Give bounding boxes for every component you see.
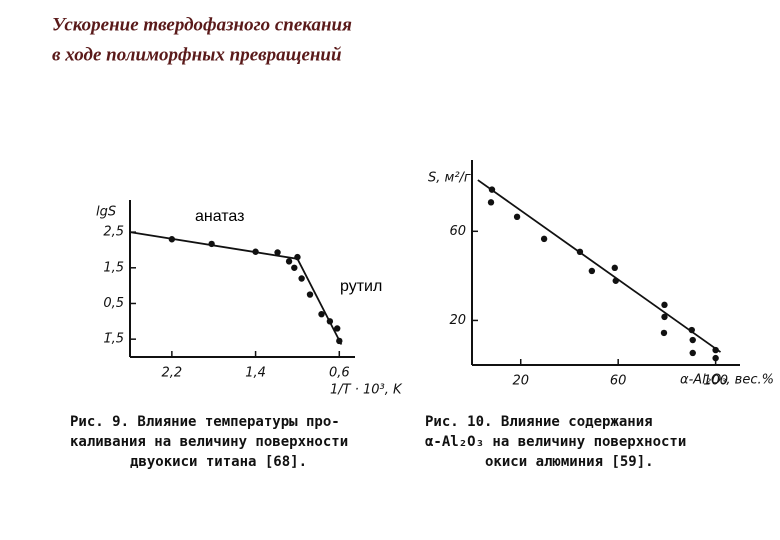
- fit-line: [129, 231, 343, 345]
- data-point: [326, 318, 334, 325]
- data-point: [487, 199, 495, 206]
- y-tick-label: 20: [449, 313, 466, 328]
- title-line: в ходе полиморфных превращений: [52, 44, 342, 65]
- data-point: [660, 329, 668, 337]
- y-axis-label: S, м²/г: [428, 171, 471, 186]
- caption-line: окиси алюминия [59].: [485, 454, 654, 470]
- data-point: [712, 354, 719, 362]
- fit-line: [477, 179, 722, 353]
- data-point: [576, 248, 584, 256]
- data-point: [294, 253, 301, 261]
- data-point: [689, 336, 696, 344]
- y-tick-label: 1̄,5: [103, 332, 124, 347]
- x-tick-label: 100: [703, 374, 728, 389]
- caption-line: Рис. 9. Влияние температуры про-: [70, 414, 340, 430]
- y-tick-label: 60: [449, 224, 466, 239]
- data-point: [611, 264, 618, 272]
- data-point: [712, 346, 719, 354]
- x-tick-label: 0,6: [329, 366, 350, 381]
- data-point: [588, 267, 596, 275]
- data-point: [612, 277, 619, 284]
- caption-line: α-Al₂O₃ на величину поверхности: [425, 434, 686, 450]
- data-point: [274, 249, 281, 256]
- data-point: [513, 213, 521, 221]
- x-tick-label: 1,4: [245, 366, 266, 381]
- data-point: [291, 264, 298, 271]
- annotation: рутил: [340, 278, 382, 295]
- data-point: [298, 275, 305, 282]
- title-line: Ускорение твердофазного спекания: [52, 14, 352, 35]
- data-point: [336, 337, 343, 345]
- x-tick-label: 20: [512, 374, 529, 389]
- data-point: [688, 326, 695, 334]
- data-point: [540, 235, 548, 243]
- caption-line: каливания на величину поверхности: [70, 434, 348, 450]
- caption-line: двуокиси титана [68].: [130, 454, 307, 470]
- data-point: [285, 258, 293, 265]
- data-point: [306, 291, 314, 298]
- data-point: [168, 236, 176, 243]
- data-point: [488, 186, 496, 193]
- data-point: [252, 248, 259, 255]
- y-tick-label: 0,5: [103, 296, 124, 311]
- data-point: [334, 325, 341, 332]
- x-axis-label: 1/T · 10³, K: [330, 383, 403, 398]
- data-point: [689, 349, 696, 357]
- y-axis-label: lgS: [96, 205, 116, 220]
- y-tick-label: 2,5: [103, 225, 124, 240]
- data-point: [661, 301, 668, 309]
- x-tick-label: 2,2: [162, 366, 183, 381]
- x-axis-label: α-Al₂O₃, вес.%: [680, 373, 774, 388]
- data-point: [208, 240, 215, 248]
- annotation: анатаз: [195, 208, 244, 225]
- y-tick-label: 1,5: [103, 260, 124, 275]
- data-point: [661, 313, 668, 321]
- data-point: [318, 310, 325, 318]
- caption-line: Рис. 10. Влияние содержания: [425, 414, 653, 430]
- x-tick-label: 60: [610, 374, 627, 389]
